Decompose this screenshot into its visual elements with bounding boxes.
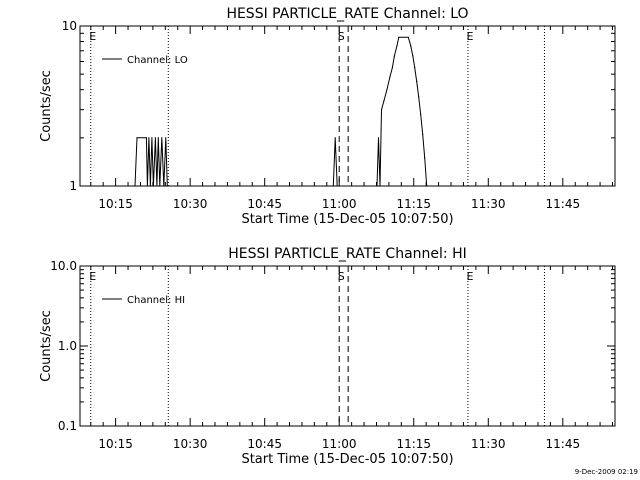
data-point <box>332 185 334 187</box>
data-point <box>398 36 400 38</box>
x-tick-label: 11:45 <box>546 437 581 451</box>
footer-timestamp: 9-Dec-2009 02:19 <box>575 468 638 476</box>
data-point <box>165 137 167 139</box>
y-tick-label: 0.1 <box>58 419 77 433</box>
x-tick-label: 10:30 <box>173 437 208 451</box>
y-axis-label: Counts/sec <box>39 70 54 142</box>
x-tick-label: 11:15 <box>396 437 431 451</box>
data-point <box>166 185 168 187</box>
series-line <box>134 36 428 187</box>
data-point <box>145 137 147 139</box>
x-tick-label: 11:45 <box>546 197 581 211</box>
data-point <box>156 185 158 187</box>
data-point <box>379 185 381 187</box>
y-axis-label: Counts/sec <box>39 310 54 382</box>
plot-frame <box>79 265 616 427</box>
data-point <box>163 185 165 187</box>
chart-title: HESSI PARTICLE_RATE Channel: HI <box>228 246 466 262</box>
data-point <box>386 89 388 91</box>
data-point <box>426 185 428 187</box>
time-marker-label: E <box>466 30 473 43</box>
x-tick-label: 10:15 <box>98 197 133 211</box>
data-point <box>410 45 412 47</box>
data-point <box>380 109 383 111</box>
data-point <box>148 137 150 139</box>
data-point <box>396 45 398 47</box>
data-point <box>136 137 138 139</box>
time-marker-label: S <box>338 30 345 43</box>
data-point <box>383 100 385 102</box>
y-tick-label: 1 <box>69 179 77 193</box>
time-marker-label: E <box>466 270 473 283</box>
data-point <box>377 137 380 139</box>
x-tick-label: 10:45 <box>247 437 282 451</box>
data-point <box>151 137 153 139</box>
data-point <box>334 137 336 139</box>
x-tick-label: 10:45 <box>247 197 282 211</box>
data-point <box>161 137 163 139</box>
x-tick-label: 11:15 <box>396 197 431 211</box>
data-point <box>389 76 391 78</box>
y-tick-label: 1.0 <box>58 339 77 353</box>
data-point <box>154 137 156 139</box>
data-point <box>412 55 414 57</box>
chart-title: HESSI PARTICLE_RATE Channel: LO <box>226 6 468 22</box>
x-tick-label: 11:30 <box>471 197 506 211</box>
x-axis-label: Start Time (15-Dec-05 10:07:50) <box>241 452 453 467</box>
y-tick-label: 10.0 <box>50 259 77 273</box>
time-marker-label: E <box>89 270 96 283</box>
data-point <box>149 185 151 187</box>
data-point <box>420 113 422 116</box>
data-point <box>376 185 378 187</box>
x-axis-label: Start Time (15-Dec-05 10:07:50) <box>241 212 453 227</box>
legend-label: Channel: LO <box>127 55 188 66</box>
data-point <box>146 185 148 187</box>
data-point <box>336 185 338 187</box>
x-tick-label: 11:30 <box>471 437 506 451</box>
x-tick-label: 11:00 <box>322 437 357 451</box>
data-point <box>391 66 393 69</box>
plot-frame <box>79 25 616 187</box>
time-marker-label: S <box>338 270 345 283</box>
legend-label: Channel: HI <box>127 295 185 306</box>
data-point <box>418 96 420 98</box>
data-point <box>393 55 395 57</box>
data-point <box>424 157 426 159</box>
data-point <box>159 185 161 187</box>
data-point <box>414 66 416 69</box>
y-tick-label: 10 <box>62 19 77 33</box>
x-tick-label: 10:30 <box>173 197 208 211</box>
data-point <box>157 137 159 139</box>
data-point <box>134 185 136 187</box>
data-point <box>416 80 418 83</box>
time-marker-label: E <box>89 30 96 43</box>
data-point <box>407 36 409 38</box>
data-point <box>422 133 424 135</box>
x-tick-label: 11:00 <box>322 197 357 211</box>
x-tick-label: 10:15 <box>98 437 133 451</box>
data-point <box>152 185 154 187</box>
